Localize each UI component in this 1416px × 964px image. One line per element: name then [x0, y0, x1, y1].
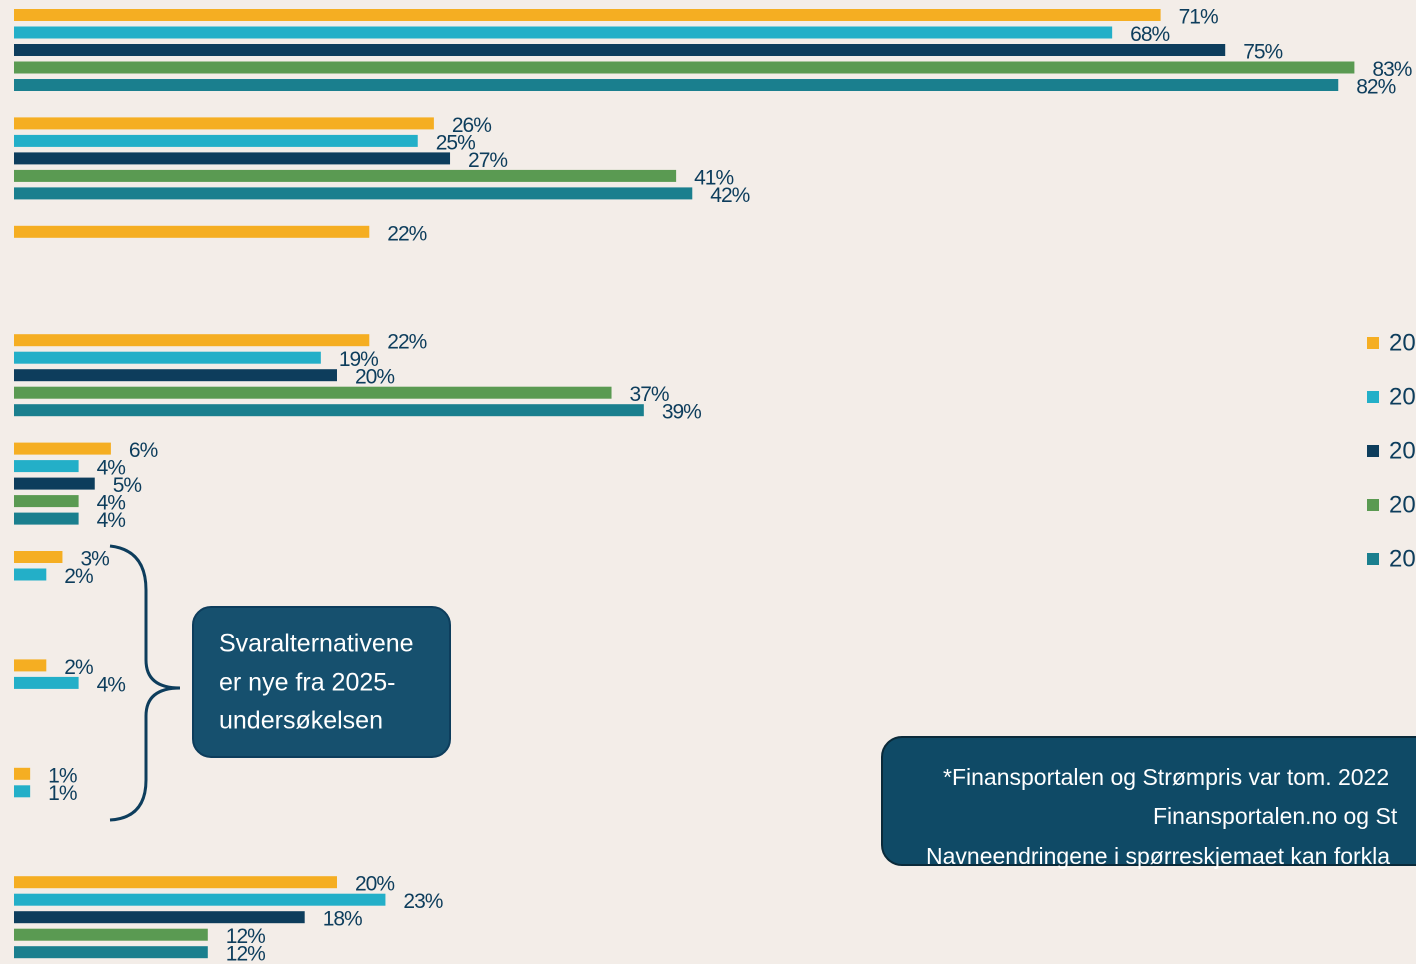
bar: [14, 26, 1113, 39]
bar: [14, 404, 644, 417]
bar: [14, 460, 79, 473]
value-label: 39%: [662, 401, 701, 424]
bar: [14, 568, 47, 581]
bar: [14, 928, 208, 941]
value-label: 1%: [48, 764, 77, 787]
value-label: 71%: [1179, 6, 1218, 29]
footnote-line: *Finansportalen og Strømpris var tom. 20…: [943, 764, 1389, 790]
bar: [14, 477, 95, 490]
value-label: 37%: [630, 383, 669, 406]
bar: [14, 225, 370, 238]
value-label: 12%: [226, 943, 265, 964]
legend-swatch: [1367, 391, 1379, 403]
value-label: 25%: [436, 131, 475, 154]
value-label: 20%: [355, 873, 394, 896]
value-label: 4%: [97, 492, 126, 515]
bar: [14, 893, 386, 906]
value-label: 19%: [339, 348, 378, 371]
bar: [14, 369, 337, 382]
value-label: 41%: [694, 166, 733, 189]
brace: [109, 544, 181, 822]
bar: [14, 876, 337, 889]
bar: [14, 61, 1355, 74]
value-label: 18%: [323, 908, 362, 931]
bar: [14, 351, 321, 364]
bar: [14, 44, 1226, 56]
value-label: 4%: [97, 509, 126, 532]
bar: [14, 785, 31, 798]
bar: [14, 676, 79, 689]
value-label: 6%: [129, 439, 158, 462]
footnote-line: Finansportalen.no og St: [1153, 803, 1398, 829]
bar: [14, 512, 79, 525]
footnote-box: [881, 736, 1416, 866]
value-label: 12%: [226, 925, 265, 948]
value-label: 27%: [468, 149, 507, 172]
bar: [14, 117, 434, 130]
value-label: 68%: [1130, 23, 1169, 46]
legend-label: 20: [1389, 329, 1416, 356]
bar: [14, 9, 1161, 21]
bar: [14, 152, 451, 165]
bar: [14, 334, 370, 347]
bar: [14, 442, 111, 455]
legend-swatch: [1367, 499, 1379, 511]
value-label: 5%: [113, 474, 142, 497]
callout-line: Svaralternativene: [219, 630, 414, 658]
legend-label: 20: [1389, 545, 1416, 572]
legend-label: 20: [1389, 491, 1416, 518]
value-label: 2%: [64, 565, 93, 588]
legend-swatch: [1367, 337, 1379, 349]
bar: [14, 79, 1339, 91]
value-label: 75%: [1243, 41, 1282, 64]
value-label: 22%: [387, 222, 426, 245]
value-label: 82%: [1356, 76, 1395, 99]
value-label: 42%: [710, 184, 749, 207]
value-label: 20%: [355, 366, 394, 389]
value-label: 26%: [452, 114, 491, 137]
bar: [14, 134, 418, 147]
bar: [14, 169, 677, 182]
value-label: 1%: [48, 782, 77, 805]
value-label: 2%: [64, 656, 93, 679]
bar: [14, 767, 31, 780]
value-label: 23%: [403, 890, 442, 913]
value-label: 4%: [97, 457, 126, 480]
bar: [14, 911, 305, 924]
value-label: 4%: [97, 673, 126, 696]
callout-box: [192, 606, 451, 758]
legend-label: 20: [1389, 383, 1416, 410]
bar: [14, 386, 612, 399]
bar: [14, 551, 63, 563]
legend-swatch: [1367, 553, 1379, 565]
bar: [14, 187, 693, 200]
bar: [14, 946, 208, 959]
value-label: 22%: [387, 331, 426, 354]
legend-label: 20: [1389, 437, 1416, 464]
value-label: 83%: [1372, 58, 1411, 81]
value-label: 3%: [80, 548, 109, 571]
footnote-line: Navneendringene i spørreskjemaet kan for…: [926, 843, 1390, 869]
bar: [14, 495, 79, 508]
legend-swatch: [1367, 445, 1379, 457]
bar: [14, 659, 47, 672]
callout-line: undersøkelsen: [219, 707, 383, 735]
callout-line: er nye fra 2025-: [219, 669, 396, 697]
